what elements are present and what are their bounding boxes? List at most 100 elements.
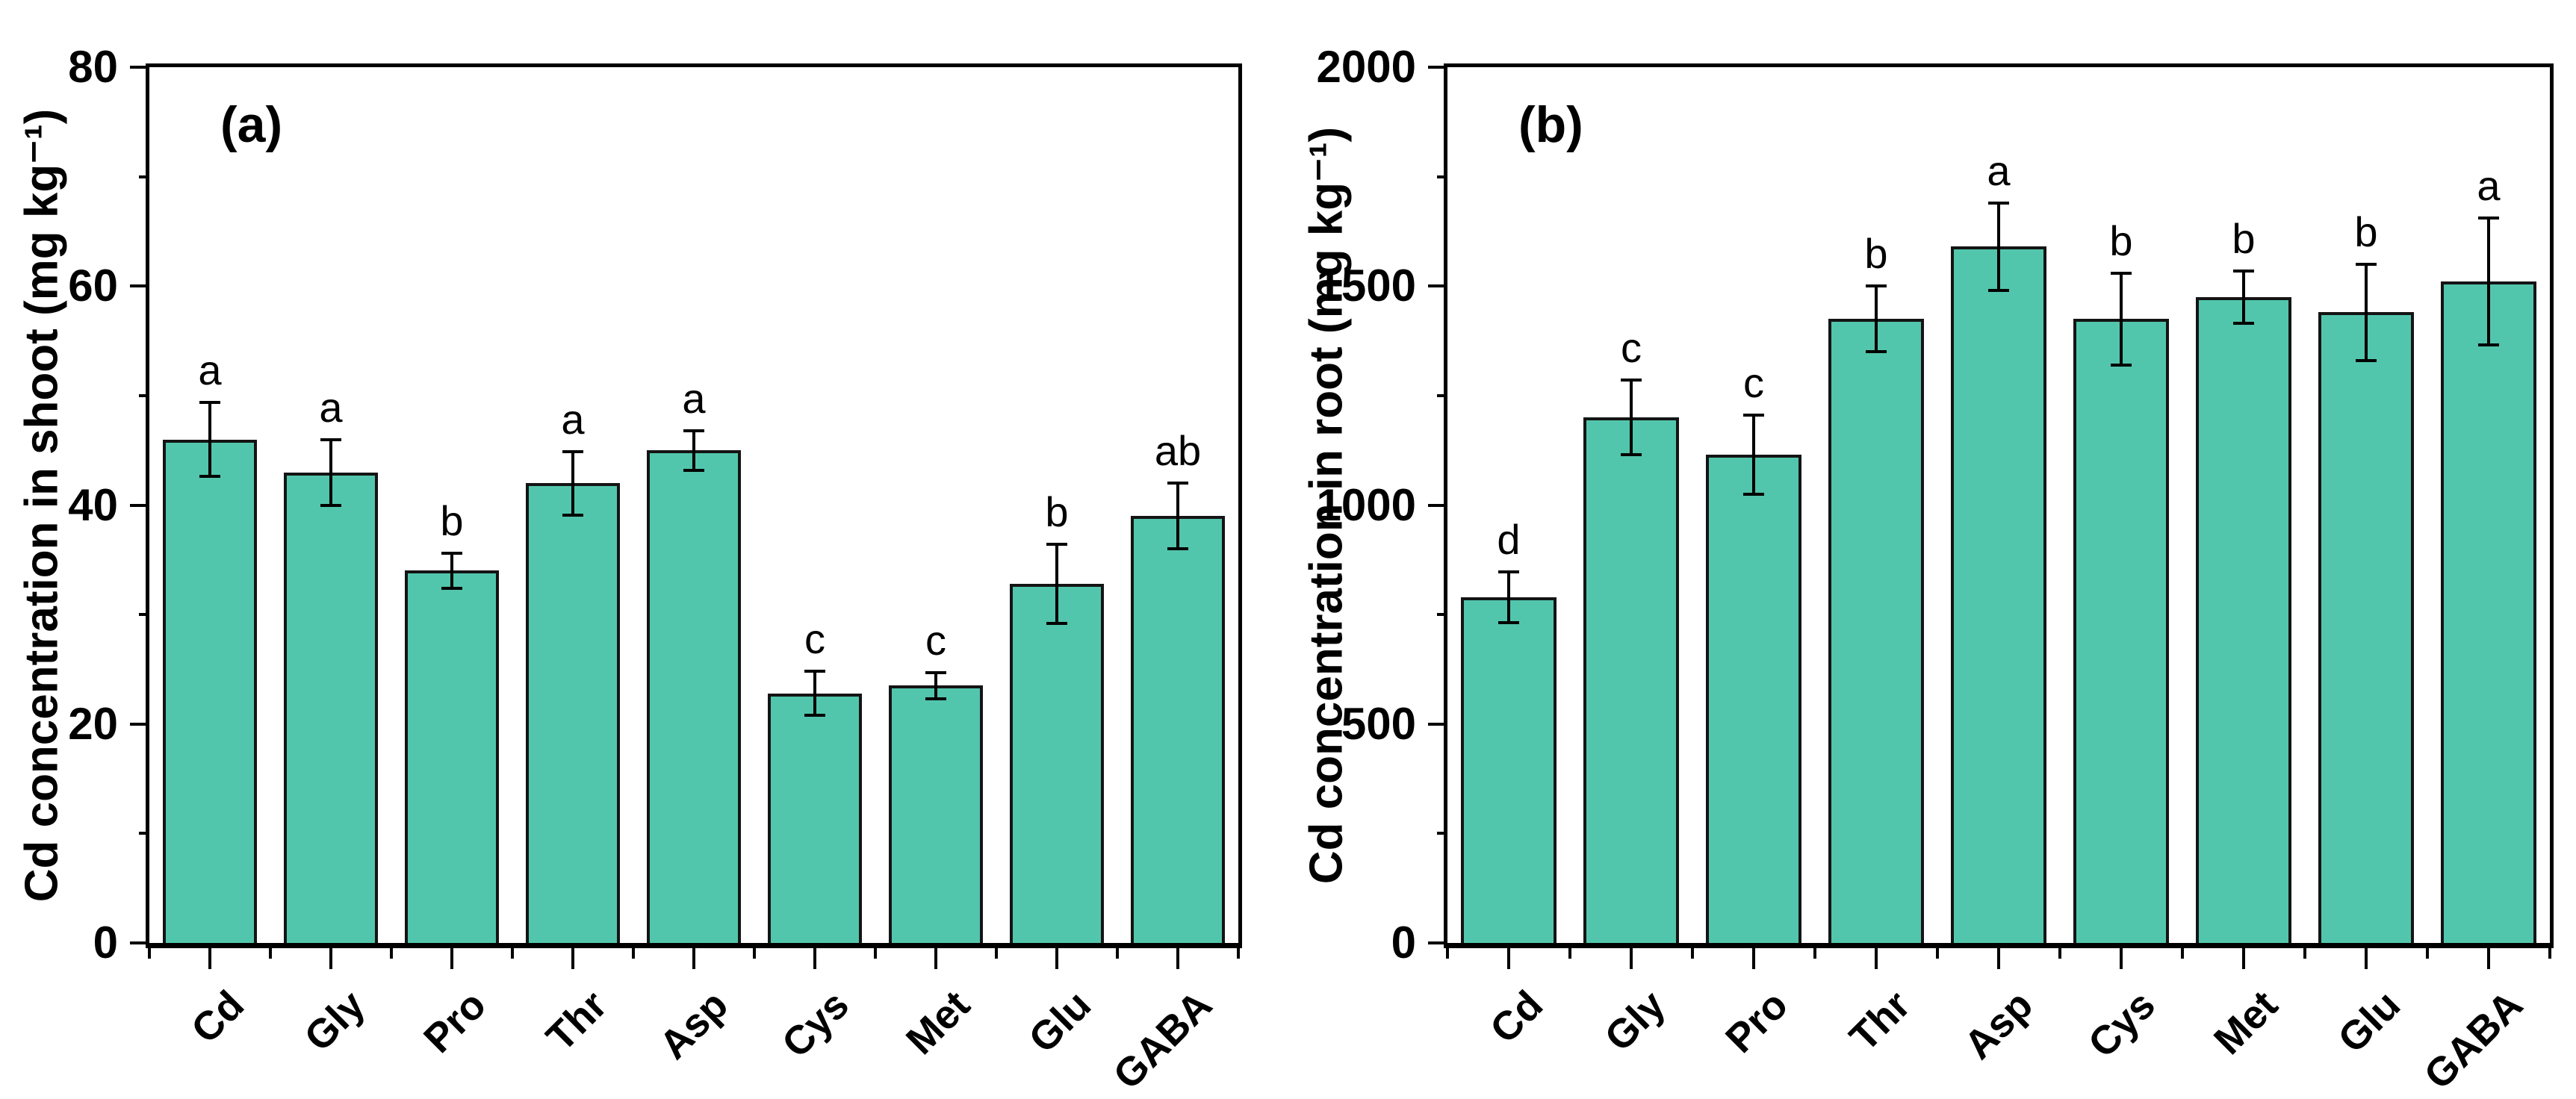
error-bar [2120, 273, 2123, 365]
error-bar-bottom-cap [441, 586, 462, 590]
x-axis-minor-tick [148, 948, 151, 959]
y-axis-minor-tick [1437, 613, 1447, 617]
panel-tag-a: (a) [220, 96, 283, 153]
significance-letter: c [1621, 324, 1642, 372]
x-axis-major-tick [934, 948, 937, 969]
significance-letter: d [1497, 515, 1521, 563]
error-bar [1752, 415, 1755, 494]
y-axis-minor-tick [139, 613, 149, 617]
y-axis-tick-label: 500 [1341, 698, 1416, 749]
error-bar-bottom-cap [925, 697, 946, 701]
error-bar-top-cap [2111, 271, 2132, 275]
y-axis-tick-label: 60 [68, 261, 118, 311]
x-axis-major-tick [2365, 948, 2368, 969]
error-bar-top-cap [1866, 284, 1887, 288]
error-bar-bottom-cap [1621, 453, 1642, 457]
significance-letter: a [198, 346, 222, 393]
significance-letter: a [2477, 162, 2501, 210]
significance-letter: b [440, 497, 464, 544]
significance-letter: b [2109, 217, 2133, 264]
x-axis-minor-tick [1813, 948, 1816, 959]
error-bar [2365, 264, 2368, 361]
x-axis-category-label: Cd [182, 982, 253, 1053]
x-axis-major-tick [208, 948, 211, 969]
x-axis-major-tick [2242, 948, 2245, 969]
significance-letter: b [1864, 230, 1888, 278]
x-axis-minor-tick [511, 948, 514, 959]
error-bar-top-cap [1046, 543, 1067, 547]
x-axis-minor-tick [2303, 948, 2306, 959]
y-axis-minor-tick [139, 393, 149, 397]
significance-letter: b [1045, 488, 1069, 536]
error-bar [208, 402, 211, 477]
x-axis-minor-tick [753, 948, 756, 959]
x-axis-category-label: Pro [1717, 982, 1797, 1062]
y-axis-tick-label: 40 [68, 479, 118, 530]
error-bar [1176, 483, 1179, 550]
error-bar-bottom-cap [2111, 363, 2132, 367]
error-bar-bottom-cap [1046, 621, 1067, 625]
x-axis-major-tick [2120, 948, 2123, 969]
y-axis-tick-label: 0 [93, 918, 118, 968]
bar [1706, 455, 1801, 943]
y-axis-major-tick [1428, 503, 1447, 507]
error-bar-bottom-cap [1988, 289, 2009, 293]
significance-letter: a [561, 395, 585, 443]
x-axis-category-label: Gly [1596, 982, 1675, 1060]
y-axis-major-tick [130, 66, 149, 69]
y-axis-minor-tick [1437, 175, 1447, 178]
x-axis-minor-tick [1936, 948, 1939, 959]
y-axis-major-tick [1428, 66, 1447, 69]
bar [284, 472, 378, 943]
error-bar-bottom-cap [199, 475, 220, 479]
x-axis-major-tick [450, 948, 453, 969]
error-bar-bottom-cap [2356, 358, 2377, 362]
error-bar-bottom-cap [683, 468, 704, 472]
panel-shoot-chart: Cd concentration in shoot (mg kg⁻¹) (a) … [16, 42, 1242, 1098]
error-bar-bottom-cap [1743, 492, 1764, 496]
y-axis-major-tick [1428, 284, 1447, 288]
significance-letter: b [2232, 214, 2256, 262]
y-axis-major-tick [1428, 941, 1447, 944]
error-bar-bottom-cap [2233, 322, 2254, 326]
error-bar [1055, 544, 1058, 623]
x-axis-minor-tick [390, 948, 393, 959]
significance-letter: c [1743, 359, 1764, 407]
bar [1828, 319, 1924, 943]
x-axis-category-label: Met [897, 982, 979, 1063]
error-bar-top-cap [1167, 482, 1188, 485]
significance-letter: c [925, 616, 946, 664]
error-bar [692, 430, 695, 470]
bar [2318, 312, 2414, 943]
bar [768, 693, 862, 943]
y-axis-tick-label: 0 [1391, 918, 1416, 968]
bar [2196, 296, 2291, 943]
y-axis-tick-label: 80 [68, 42, 118, 92]
bar [2441, 281, 2536, 943]
x-axis-category-label: Thr [538, 982, 616, 1060]
error-bar-top-cap [1743, 414, 1764, 417]
error-bar-top-cap [2478, 217, 2499, 220]
x-axis-minor-tick [1568, 948, 1571, 959]
x-axis-minor-tick [269, 948, 272, 959]
x-axis-category-label: Cys [773, 982, 858, 1067]
error-bar-bottom-cap [1498, 620, 1519, 624]
error-bar [571, 451, 574, 515]
error-bar [1630, 380, 1633, 455]
x-axis-category-label: Glu [2330, 982, 2409, 1062]
y-axis-major-tick [130, 503, 149, 507]
error-bar [1997, 202, 2000, 291]
panel-tag-b: (b) [1518, 96, 1583, 153]
y-axis-tick-label: 20 [68, 698, 118, 749]
x-axis-minor-tick [995, 948, 998, 959]
x-axis-minor-tick [632, 948, 635, 959]
x-axis-minor-tick [2058, 948, 2061, 959]
error-bar-bottom-cap [1866, 350, 1887, 354]
x-axis-category-label: GABA [1105, 982, 1221, 1098]
x-axis-major-tick [692, 948, 695, 969]
y-axis-minor-tick [139, 832, 149, 835]
x-axis-minor-tick [1446, 948, 1449, 959]
error-bar-top-cap [925, 670, 946, 674]
x-axis-major-tick [1875, 948, 1878, 969]
